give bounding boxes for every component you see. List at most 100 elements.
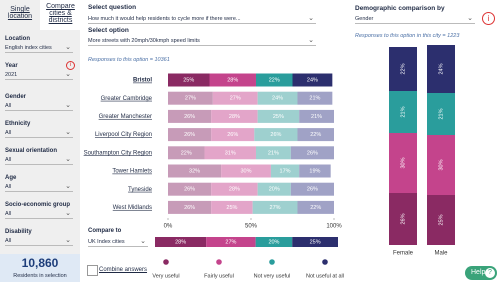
bar-label: 26% [270, 132, 281, 138]
bar-segment [255, 146, 291, 160]
bar-segment [299, 109, 334, 123]
bar-label: 31% [225, 150, 236, 156]
combine-label[interactable]: Combine answers [99, 267, 148, 273]
compare-label: 20% [268, 239, 279, 245]
filter-select[interactable]: English index cities [5, 43, 73, 53]
bar-label: 21% [268, 150, 279, 156]
column-label: 21% [438, 108, 444, 119]
bar-label: 24% [307, 77, 318, 83]
location-label: Tower Hamlets [112, 169, 152, 175]
bar-label: 21% [309, 96, 320, 102]
column-segment [427, 195, 455, 245]
bar-label: 22% [310, 132, 321, 138]
question-label: Select question [88, 4, 137, 11]
filter-label: Age [5, 175, 17, 181]
bar-label: 28% [229, 187, 240, 193]
bar-label: 19% [309, 168, 320, 174]
bar-label: 27% [185, 96, 196, 102]
option-select[interactable]: More streets with 20mph/30kmph speed lim… [88, 36, 316, 46]
column-label: 21% [400, 106, 406, 117]
bar-label: 20% [269, 187, 280, 193]
tab[interactable]: Single location [7, 6, 33, 20]
count: 10,860 [21, 256, 59, 270]
location-label: West Midlands [113, 205, 152, 211]
column-label: 30% [400, 157, 406, 168]
column-segment [427, 135, 455, 195]
question-select[interactable]: How much it would help residents to cycl… [88, 14, 316, 24]
bar-label: 22% [181, 150, 192, 156]
count-box [0, 254, 80, 282]
count-label: Residents in selection [13, 273, 67, 279]
bar-segment [204, 146, 256, 160]
help-button[interactable]: Help? [465, 266, 497, 280]
bar-label: 30% [241, 168, 252, 174]
bar-label: 25% [183, 77, 194, 83]
filter-select[interactable]: 2021 [5, 70, 73, 80]
column-category: Female [393, 251, 414, 257]
filter-label: Year [5, 63, 18, 69]
filter-label: Location [5, 36, 30, 42]
tab[interactable]: Compare cities & districts [46, 3, 75, 24]
column-segment [427, 93, 455, 135]
location-label: Southampton City Region [84, 150, 152, 156]
column-label: 22% [400, 63, 406, 74]
help-text[interactable]: Help [471, 269, 486, 276]
filter-label: Socio-economic group [5, 202, 71, 208]
legend-dot [322, 259, 328, 265]
filter-label: Sexual orientation [5, 148, 58, 154]
bar-label: 32% [189, 168, 200, 174]
bar-label: 27% [230, 96, 241, 102]
checkbox[interactable] [87, 265, 98, 276]
bar-segment [252, 200, 298, 214]
demographic-select[interactable]: Gender [355, 14, 475, 24]
bar-segment [299, 164, 331, 178]
bar-segment [270, 164, 300, 178]
compare-segment [255, 237, 293, 247]
column-segment [389, 133, 417, 193]
demographic-responses: Responses to this option in this city = … [355, 33, 460, 39]
compare-select[interactable]: UK Index cities [88, 237, 148, 247]
legend-label: Fairly useful [204, 273, 234, 279]
bar-segment [255, 73, 293, 87]
compare-label: 27% [225, 239, 236, 245]
bar-label: 28% [227, 77, 238, 83]
column-label: 26% [400, 213, 406, 224]
filter-select[interactable]: All [5, 209, 73, 219]
bar-segment [297, 200, 334, 214]
x-tick-label: 50% [245, 224, 258, 230]
bar-segment [292, 73, 333, 87]
bar-label: 26% [307, 150, 318, 156]
bar-segment [168, 109, 212, 123]
compare-segment [155, 237, 207, 247]
bar-segment [257, 182, 291, 196]
legend-label: Not useful at all [306, 273, 344, 279]
column-label: 24% [438, 63, 444, 74]
bar-label: 26% [307, 187, 318, 193]
bar-segment [211, 109, 258, 123]
legend-dot [269, 259, 275, 265]
location-label: Bristol [133, 78, 152, 84]
filter-select[interactable]: All [5, 155, 73, 165]
demographic-title: Demographic comparison by [355, 5, 445, 12]
bar-segment [254, 128, 298, 142]
bar-label: 26% [184, 132, 195, 138]
bar-segment [211, 182, 258, 196]
bar-segment [211, 200, 253, 214]
bar-label: 26% [227, 132, 238, 138]
option-label: Select option [88, 27, 129, 34]
filter-select[interactable]: All [5, 101, 73, 111]
legend-dot [163, 259, 169, 265]
bar-segment [257, 91, 298, 105]
responses: Responses to this option = 10361 [88, 57, 170, 63]
filter-select[interactable]: All [5, 182, 73, 192]
compare-label: 28% [175, 239, 186, 245]
bar-segment [168, 128, 212, 142]
bar-segment [168, 182, 212, 196]
filter-select[interactable]: All [5, 128, 73, 138]
bar-segment [297, 91, 333, 105]
info-icon[interactable]: i [482, 12, 495, 25]
bar-label: 28% [229, 114, 240, 120]
filter-select[interactable]: All [5, 236, 73, 246]
